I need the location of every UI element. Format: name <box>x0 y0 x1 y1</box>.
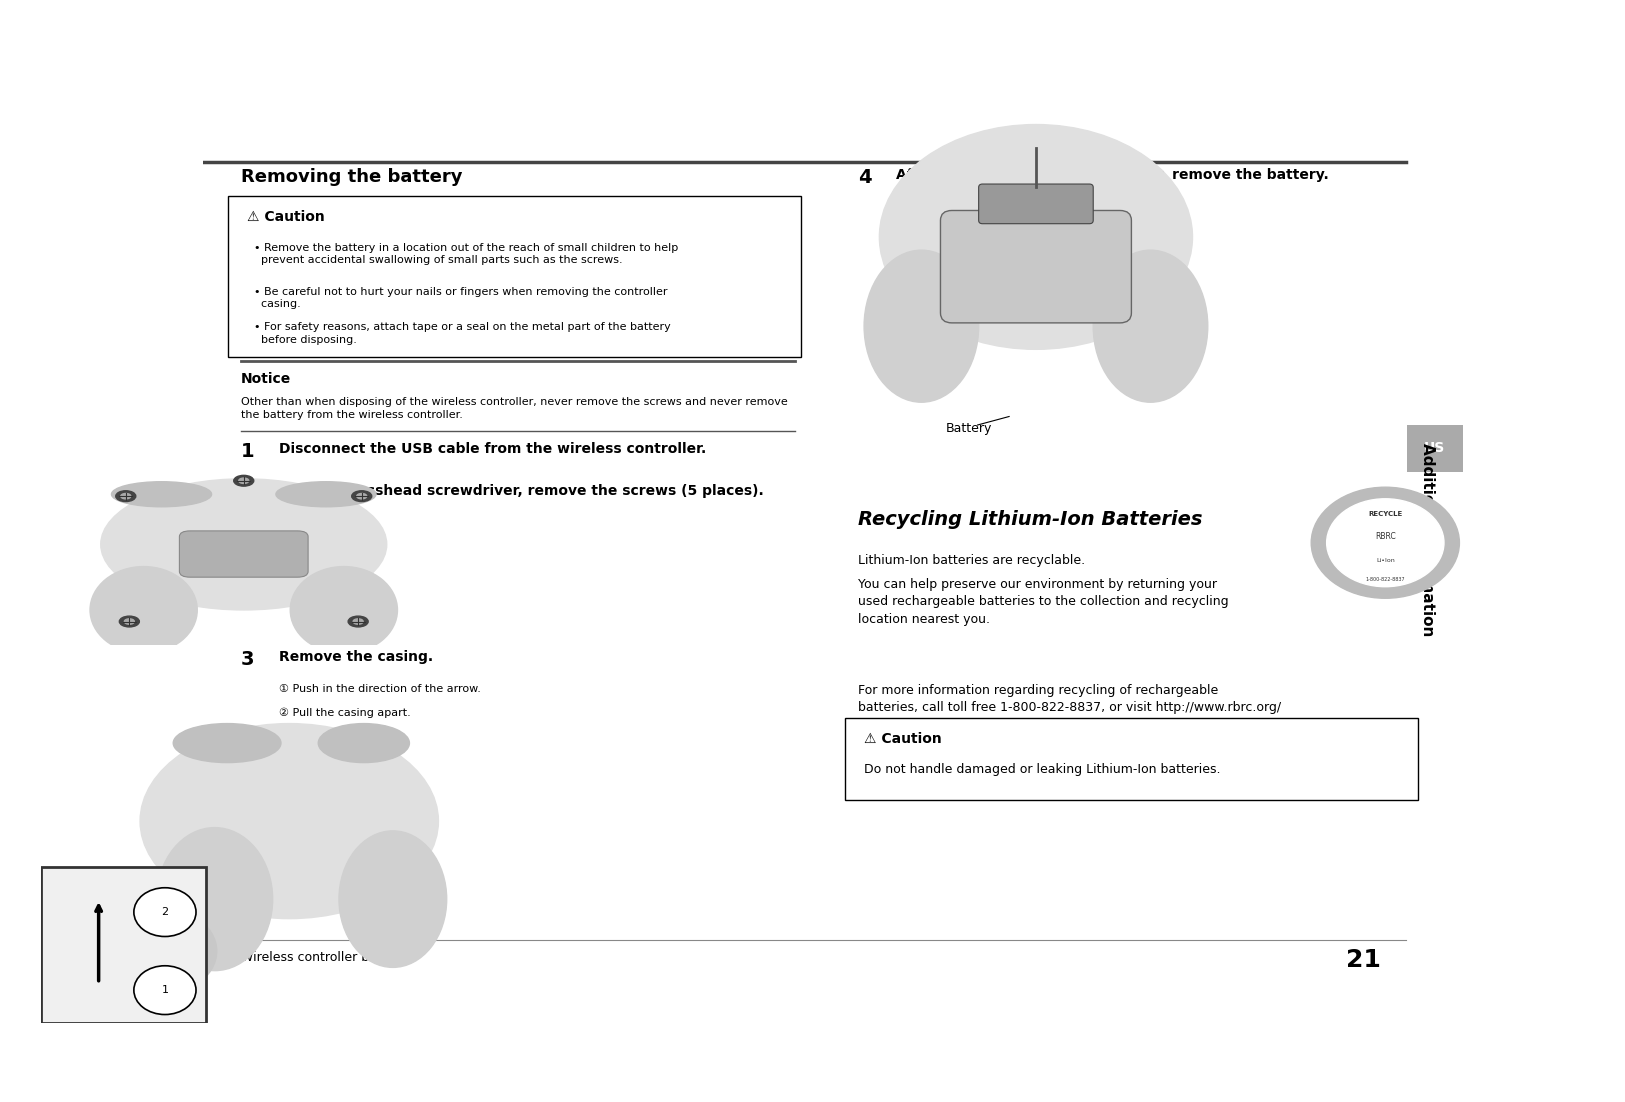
Text: Other than when disposing of the wireless controller, never remove the screws an: Other than when disposing of the wireles… <box>240 397 788 420</box>
Circle shape <box>125 619 135 624</box>
Ellipse shape <box>89 566 197 653</box>
Text: 3: 3 <box>240 650 255 669</box>
FancyBboxPatch shape <box>1407 425 1462 472</box>
Text: 2: 2 <box>240 485 255 504</box>
Text: Additional information: Additional information <box>1420 443 1435 636</box>
FancyBboxPatch shape <box>179 531 309 577</box>
Ellipse shape <box>140 724 439 919</box>
Text: 1: 1 <box>240 442 255 461</box>
Text: ⚠ Caution: ⚠ Caution <box>864 732 942 746</box>
Text: 2: 2 <box>161 907 169 917</box>
Text: RBRC: RBRC <box>1375 532 1396 541</box>
Text: Remove the casing.: Remove the casing. <box>280 650 432 663</box>
Circle shape <box>1311 487 1459 598</box>
Ellipse shape <box>276 482 375 507</box>
FancyBboxPatch shape <box>978 184 1094 224</box>
Text: ② Pull the casing apart.: ② Pull the casing apart. <box>280 707 411 717</box>
Text: US: US <box>1424 441 1445 455</box>
Text: • Remove the battery in a location out of the reach of small children to help
  : • Remove the battery in a location out o… <box>254 242 678 264</box>
Circle shape <box>133 965 197 1015</box>
Ellipse shape <box>72 903 216 1000</box>
Circle shape <box>115 490 136 501</box>
Text: Disconnect the USB cable from the wireless controller.: Disconnect the USB cable from the wirele… <box>280 442 705 456</box>
Circle shape <box>351 490 372 501</box>
Text: Lithium-Ion batteries are recyclable.: Lithium-Ion batteries are recyclable. <box>858 554 1086 566</box>
Circle shape <box>119 616 140 627</box>
FancyBboxPatch shape <box>941 210 1131 323</box>
Text: 1: 1 <box>161 985 169 995</box>
Ellipse shape <box>101 479 387 611</box>
Ellipse shape <box>112 482 211 507</box>
Circle shape <box>1326 499 1445 586</box>
Text: ⚠ Caution: ⚠ Caution <box>247 210 325 225</box>
Text: Using a crosshead screwdriver, remove the screws (5 places).: Using a crosshead screwdriver, remove th… <box>280 485 764 498</box>
Circle shape <box>353 619 362 624</box>
Circle shape <box>120 494 130 499</box>
FancyBboxPatch shape <box>228 196 801 357</box>
Text: Notice: Notice <box>240 371 291 386</box>
FancyBboxPatch shape <box>41 866 206 1023</box>
Text: 1-800-822-8837: 1-800-822-8837 <box>1365 577 1406 582</box>
Text: Connector: Connector <box>1035 196 1098 209</box>
Ellipse shape <box>879 125 1193 349</box>
Text: Do not handle damaged or leaking Lithium-Ion batteries.: Do not handle damaged or leaking Lithium… <box>864 763 1220 776</box>
Ellipse shape <box>864 250 978 402</box>
Circle shape <box>234 475 254 486</box>
Text: You can help preserve our environment by returning your
used rechargeable batter: You can help preserve our environment by… <box>858 577 1228 626</box>
Text: 21: 21 <box>1346 948 1381 972</box>
Circle shape <box>133 888 197 937</box>
Ellipse shape <box>174 724 281 763</box>
Text: Recycling Lithium-Ion Batteries: Recycling Lithium-Ion Batteries <box>858 510 1202 529</box>
Circle shape <box>239 478 249 484</box>
Circle shape <box>348 616 369 627</box>
Text: Wireless controller battery: Wireless controller battery <box>240 951 406 963</box>
Text: RECYCLE: RECYCLE <box>1368 511 1402 517</box>
Text: Battery: Battery <box>946 422 993 435</box>
FancyBboxPatch shape <box>845 717 1419 800</box>
Text: 4: 4 <box>858 168 871 187</box>
Ellipse shape <box>156 828 273 971</box>
Text: • Be careful not to hurt your nails or fingers when removing the controller
  ca: • Be careful not to hurt your nails or f… <box>254 287 666 309</box>
Text: Li•Ion: Li•Ion <box>1376 558 1394 563</box>
Text: For more information regarding recycling of rechargeable
batteries, call toll fr: For more information regarding recycling… <box>858 683 1280 714</box>
Ellipse shape <box>1094 250 1207 402</box>
Text: • For safety reasons, attach tape or a seal on the metal part of the battery
  b: • For safety reasons, attach tape or a s… <box>254 322 670 345</box>
Text: Removing the battery: Removing the battery <box>240 168 463 186</box>
Text: After disconnecting the connector, remove the battery.: After disconnecting the connector, remov… <box>895 168 1329 182</box>
Ellipse shape <box>318 724 410 763</box>
Ellipse shape <box>291 566 398 653</box>
Circle shape <box>358 494 367 499</box>
Text: ① Push in the direction of the arrow.: ① Push in the direction of the arrow. <box>280 683 481 694</box>
Ellipse shape <box>340 831 447 968</box>
